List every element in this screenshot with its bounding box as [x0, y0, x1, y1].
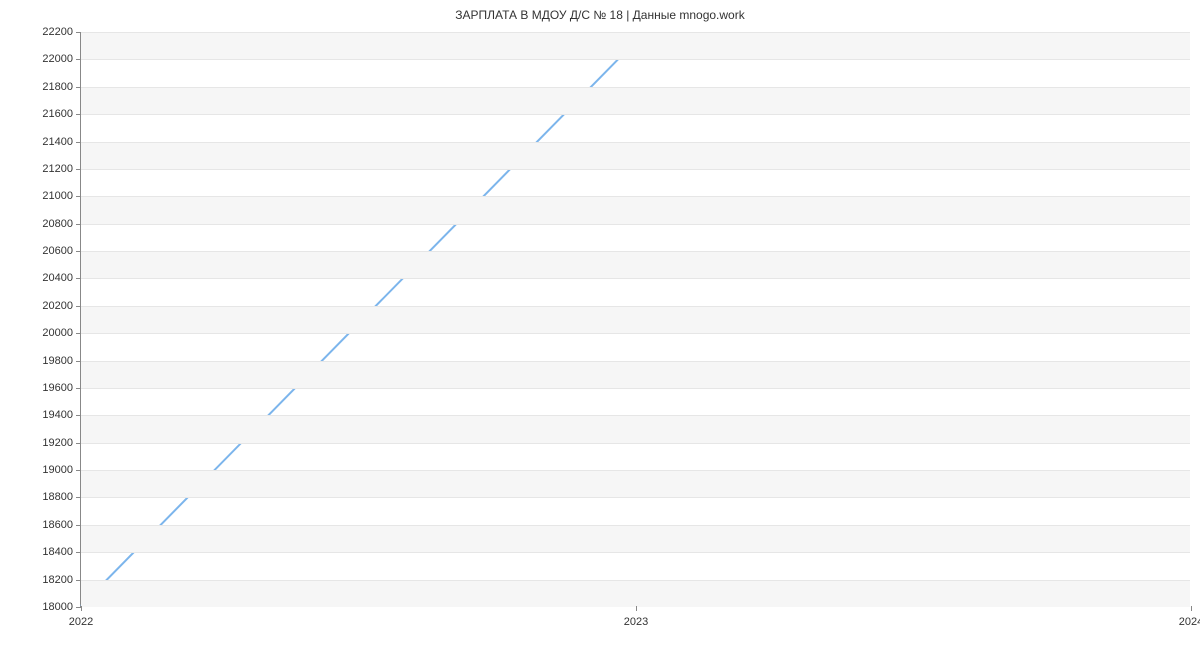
- y-tick-label: 21400: [42, 136, 73, 148]
- gridline: [81, 580, 1190, 581]
- grid-band: [81, 525, 1190, 552]
- y-tick-mark: [76, 333, 81, 334]
- gridline: [81, 59, 1190, 60]
- gridline: [81, 32, 1190, 33]
- gridline: [81, 552, 1190, 553]
- y-tick-label: 18600: [42, 519, 73, 531]
- grid-band: [81, 306, 1190, 333]
- y-tick-label: 18400: [42, 546, 73, 558]
- gridline: [81, 87, 1190, 88]
- y-tick-label: 22200: [42, 26, 73, 38]
- x-tick-mark: [1191, 606, 1192, 611]
- gridline: [81, 114, 1190, 115]
- y-tick-label: 20200: [42, 300, 73, 312]
- y-tick-label: 20000: [42, 327, 73, 339]
- y-tick-label: 19000: [42, 464, 73, 476]
- y-tick-mark: [76, 525, 81, 526]
- y-tick-label: 22000: [42, 53, 73, 65]
- gridline: [81, 196, 1190, 197]
- y-tick-mark: [76, 552, 81, 553]
- x-tick-label: 2023: [624, 616, 648, 628]
- y-tick-mark: [76, 224, 81, 225]
- y-tick-label: 20800: [42, 218, 73, 230]
- grid-band: [81, 251, 1190, 278]
- y-tick-mark: [76, 415, 81, 416]
- y-tick-label: 18800: [42, 491, 73, 503]
- gridline: [81, 278, 1190, 279]
- y-tick-mark: [76, 580, 81, 581]
- gridline: [81, 470, 1190, 471]
- y-tick-label: 21200: [42, 163, 73, 175]
- y-tick-mark: [76, 169, 81, 170]
- y-tick-label: 19400: [42, 409, 73, 421]
- gridline: [81, 251, 1190, 252]
- y-tick-mark: [76, 87, 81, 88]
- y-tick-label: 19600: [42, 382, 73, 394]
- gridline: [81, 497, 1190, 498]
- x-tick-mark: [81, 606, 82, 611]
- y-tick-mark: [76, 59, 81, 60]
- gridline: [81, 388, 1190, 389]
- gridline: [81, 415, 1190, 416]
- y-tick-mark: [76, 196, 81, 197]
- grid-band: [81, 196, 1190, 223]
- y-tick-mark: [76, 388, 81, 389]
- y-tick-label: 21600: [42, 108, 73, 120]
- x-tick-label: 2022: [69, 616, 93, 628]
- plot-area: 1800018200184001860018800190001920019400…: [80, 32, 1190, 607]
- y-tick-label: 21800: [42, 81, 73, 93]
- gridline: [81, 333, 1190, 334]
- chart-title: ЗАРПЛАТА В МДОУ Д/С № 18 | Данные mnogo.…: [0, 8, 1200, 22]
- y-tick-mark: [76, 443, 81, 444]
- y-tick-label: 19200: [42, 437, 73, 449]
- grid-band: [81, 87, 1190, 114]
- gridline: [81, 306, 1190, 307]
- y-tick-mark: [76, 32, 81, 33]
- y-tick-mark: [76, 361, 81, 362]
- gridline: [81, 443, 1190, 444]
- y-tick-mark: [76, 114, 81, 115]
- y-tick-label: 21000: [42, 190, 73, 202]
- y-tick-mark: [76, 251, 81, 252]
- y-tick-label: 20600: [42, 245, 73, 257]
- gridline: [81, 361, 1190, 362]
- gridline: [81, 142, 1190, 143]
- grid-band: [81, 415, 1190, 442]
- gridline: [81, 224, 1190, 225]
- y-tick-label: 18200: [42, 574, 73, 586]
- grid-band: [81, 470, 1190, 497]
- grid-band: [81, 580, 1190, 607]
- y-tick-mark: [76, 278, 81, 279]
- grid-band: [81, 32, 1190, 59]
- y-tick-mark: [76, 306, 81, 307]
- grid-band: [81, 142, 1190, 169]
- y-tick-label: 20400: [42, 272, 73, 284]
- gridline: [81, 525, 1190, 526]
- y-tick-label: 19800: [42, 355, 73, 367]
- y-tick-mark: [76, 470, 81, 471]
- y-tick-mark: [76, 497, 81, 498]
- x-tick-label: 2024: [1179, 616, 1200, 628]
- grid-band: [81, 361, 1190, 388]
- x-tick-mark: [636, 606, 637, 611]
- gridline: [81, 169, 1190, 170]
- y-tick-mark: [76, 142, 81, 143]
- y-tick-label: 18000: [42, 601, 73, 613]
